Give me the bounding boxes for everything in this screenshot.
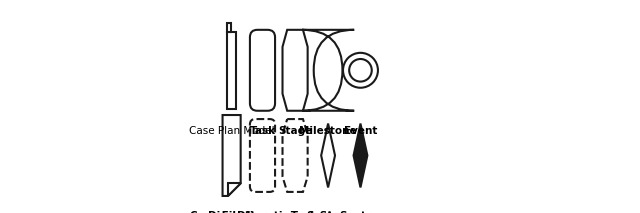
Text: Sentry:
exit criterion: Sentry: exit criterion: [322, 211, 399, 213]
Text: Task: Task: [250, 126, 276, 136]
Text: Stage: Stage: [278, 126, 312, 136]
Text: Event: Event: [344, 126, 377, 136]
Polygon shape: [282, 119, 308, 192]
Polygon shape: [223, 115, 241, 196]
Bar: [227, 23, 230, 32]
Text: Milestone: Milestone: [300, 126, 357, 136]
Text: Case Plan Model: Case Plan Model: [189, 126, 275, 136]
Polygon shape: [228, 183, 241, 196]
Bar: [227, 32, 236, 109]
Text: Sentry:
entry criterion: Sentry: entry criterion: [285, 211, 371, 213]
FancyBboxPatch shape: [250, 30, 275, 111]
FancyBboxPatch shape: [302, 30, 354, 111]
Circle shape: [343, 53, 378, 88]
Polygon shape: [282, 30, 308, 111]
Text: Case File Item: Case File Item: [190, 211, 273, 213]
Polygon shape: [321, 124, 335, 187]
Circle shape: [349, 59, 372, 82]
FancyBboxPatch shape: [250, 119, 275, 192]
Text: Discretionary Task: Discretionary Task: [208, 211, 317, 213]
Polygon shape: [353, 124, 367, 187]
Text: Discretionary Stage: Discretionary Stage: [237, 211, 353, 213]
